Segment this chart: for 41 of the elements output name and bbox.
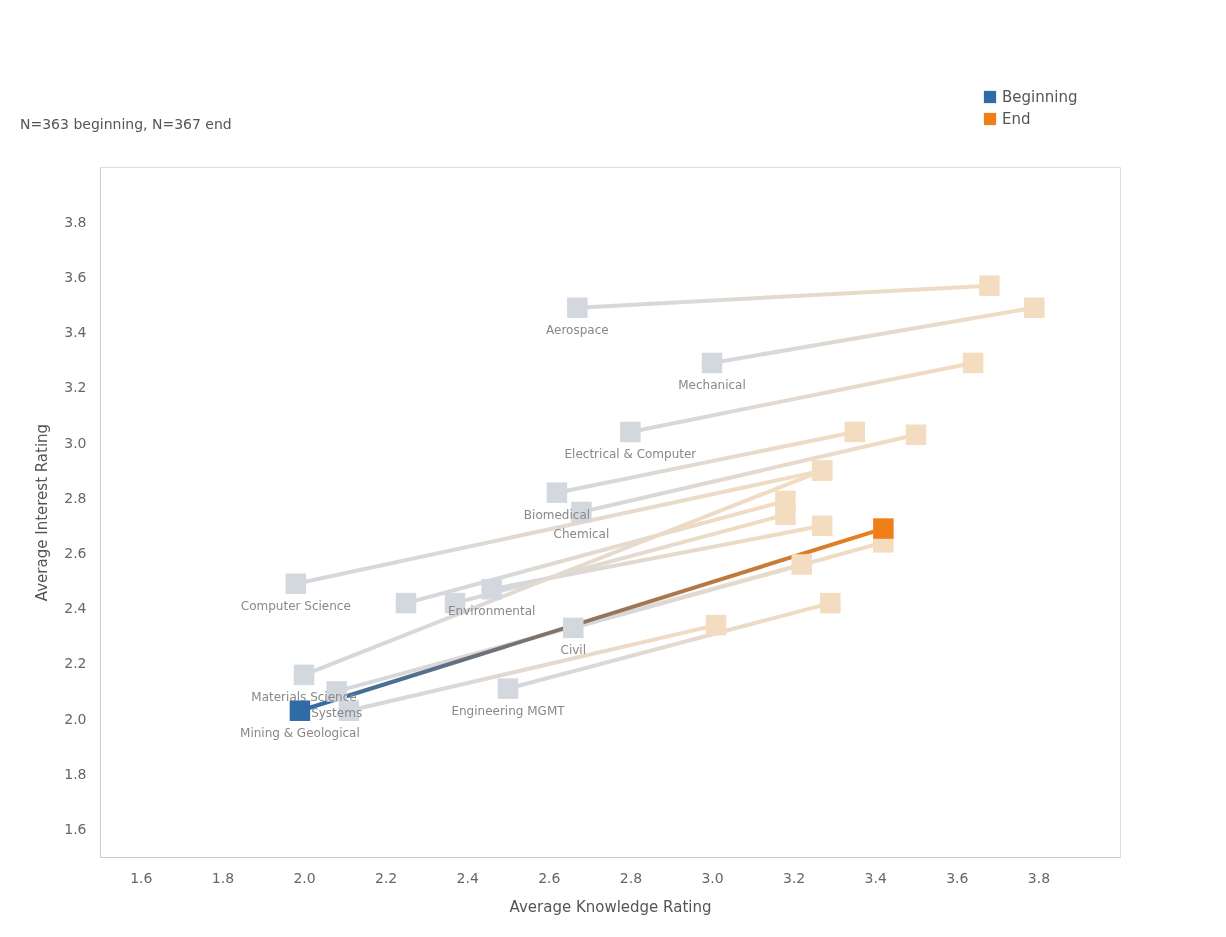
y-axis-title: Average Interest Rating (33, 423, 52, 602)
annotation: Electrical & Computer (564, 446, 697, 461)
y-tick-label: 2.6 (64, 544, 87, 561)
annotation: Environmental (448, 604, 536, 619)
x-tick-label: 2.8 (619, 869, 643, 886)
x-tick-label: 2.6 (538, 869, 561, 886)
y-tick-label: 1.8 (64, 765, 87, 782)
x-tick-label: 3.0 (701, 869, 724, 886)
annotation: Mining & Geological (240, 725, 360, 740)
x-tick-label: 2.4 (456, 869, 479, 886)
annotation: Civil (560, 642, 587, 657)
y-tick-label: 2.0 (64, 710, 87, 727)
annotation: Aerospace (546, 322, 609, 337)
legend-label: Beginning (1002, 88, 1078, 106)
annotation: Mechanical (678, 377, 746, 392)
annotation: Engineering MGMT (451, 703, 566, 718)
annotation: Materials Science (251, 689, 357, 704)
y-tick-label: 2.4 (64, 600, 87, 617)
legend-label: End (1002, 110, 1031, 128)
y-tick-label: 2.8 (64, 489, 87, 506)
y-tick-label: 3.6 (64, 268, 87, 285)
y-tick-label: 3.8 (64, 213, 87, 230)
chart-subtitle: N=363 beginning, N=367 end (20, 116, 232, 132)
x-tick-label: 3.4 (864, 869, 887, 886)
x-axis-title: Average Knowledge Rating (509, 897, 712, 916)
y-tick-label: 3.0 (64, 434, 87, 451)
x-tick-label: 3.6 (946, 869, 969, 886)
x-tick-label: 1.8 (211, 869, 235, 886)
y-tick-label: 3.2 (64, 379, 87, 396)
y-tick-label: 1.6 (64, 820, 87, 837)
annotation: Computer Science (240, 598, 351, 613)
x-tick-label: 1.6 (130, 869, 153, 886)
y-tick-label: 3.4 (64, 324, 87, 341)
x-tick-label: 2.0 (293, 869, 316, 886)
x-tick-label: 3.8 (1027, 869, 1051, 886)
x-tick-label: 3.2 (782, 869, 806, 886)
annotation: Systems (311, 706, 363, 721)
annotation: Biomedical (523, 507, 591, 522)
y-tick-label: 2.2 (64, 655, 87, 672)
annotation: Chemical (553, 527, 610, 541)
x-tick-label: 2.2 (374, 869, 398, 886)
